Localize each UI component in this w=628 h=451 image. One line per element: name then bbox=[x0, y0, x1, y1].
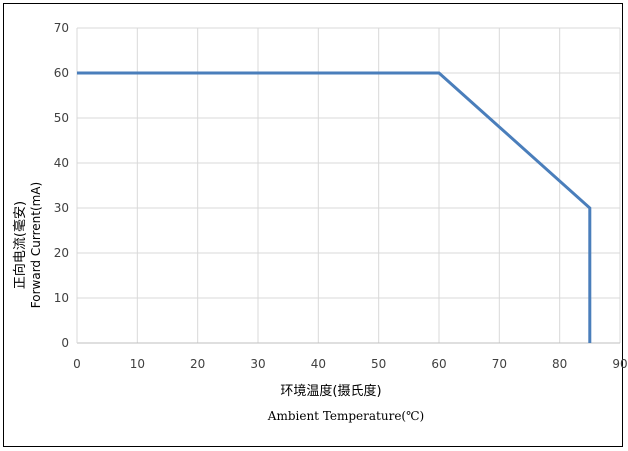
y-tick-labels: 0 10 20 30 40 50 60 70 bbox=[54, 21, 69, 350]
x-axis-label-cn: 环境温度(摄氏度) bbox=[280, 383, 381, 399]
x-tick-label: 30 bbox=[250, 357, 265, 371]
y-axis-label-cn: 正向电流(毫安) bbox=[12, 201, 28, 289]
series-group bbox=[77, 71, 592, 343]
x-tick-label: 20 bbox=[190, 357, 205, 371]
x-axis-label-en: Ambient Temperature(℃) bbox=[267, 409, 424, 423]
x-tick-label: 60 bbox=[431, 357, 446, 371]
y-tick-label: 10 bbox=[54, 291, 69, 305]
y-tick-label: 30 bbox=[54, 201, 69, 215]
y-tick-label: 0 bbox=[61, 336, 69, 350]
x-tick-label: 40 bbox=[311, 357, 326, 371]
x-tick-label: 0 bbox=[73, 357, 81, 371]
x-tick-labels: 0 10 20 30 40 50 60 70 80 90 bbox=[73, 357, 627, 371]
y-tick-label: 20 bbox=[54, 246, 69, 260]
series-line bbox=[77, 71, 592, 343]
y-tick-label: 60 bbox=[54, 66, 69, 80]
x-tick-label: 50 bbox=[371, 357, 386, 371]
y-axis-label-en: Forward Current(mA) bbox=[29, 182, 43, 308]
y-tick-label: 70 bbox=[54, 21, 69, 35]
axes bbox=[76, 28, 620, 344]
grid-lines bbox=[77, 27, 621, 343]
x-tick-label: 70 bbox=[492, 357, 507, 371]
x-tick-label: 90 bbox=[612, 357, 627, 371]
x-tick-label: 80 bbox=[552, 357, 567, 371]
y-tick-label: 50 bbox=[54, 111, 69, 125]
y-tick-label: 40 bbox=[54, 156, 69, 170]
chart-frame bbox=[3, 3, 623, 447]
x-tick-label: 10 bbox=[130, 357, 145, 371]
